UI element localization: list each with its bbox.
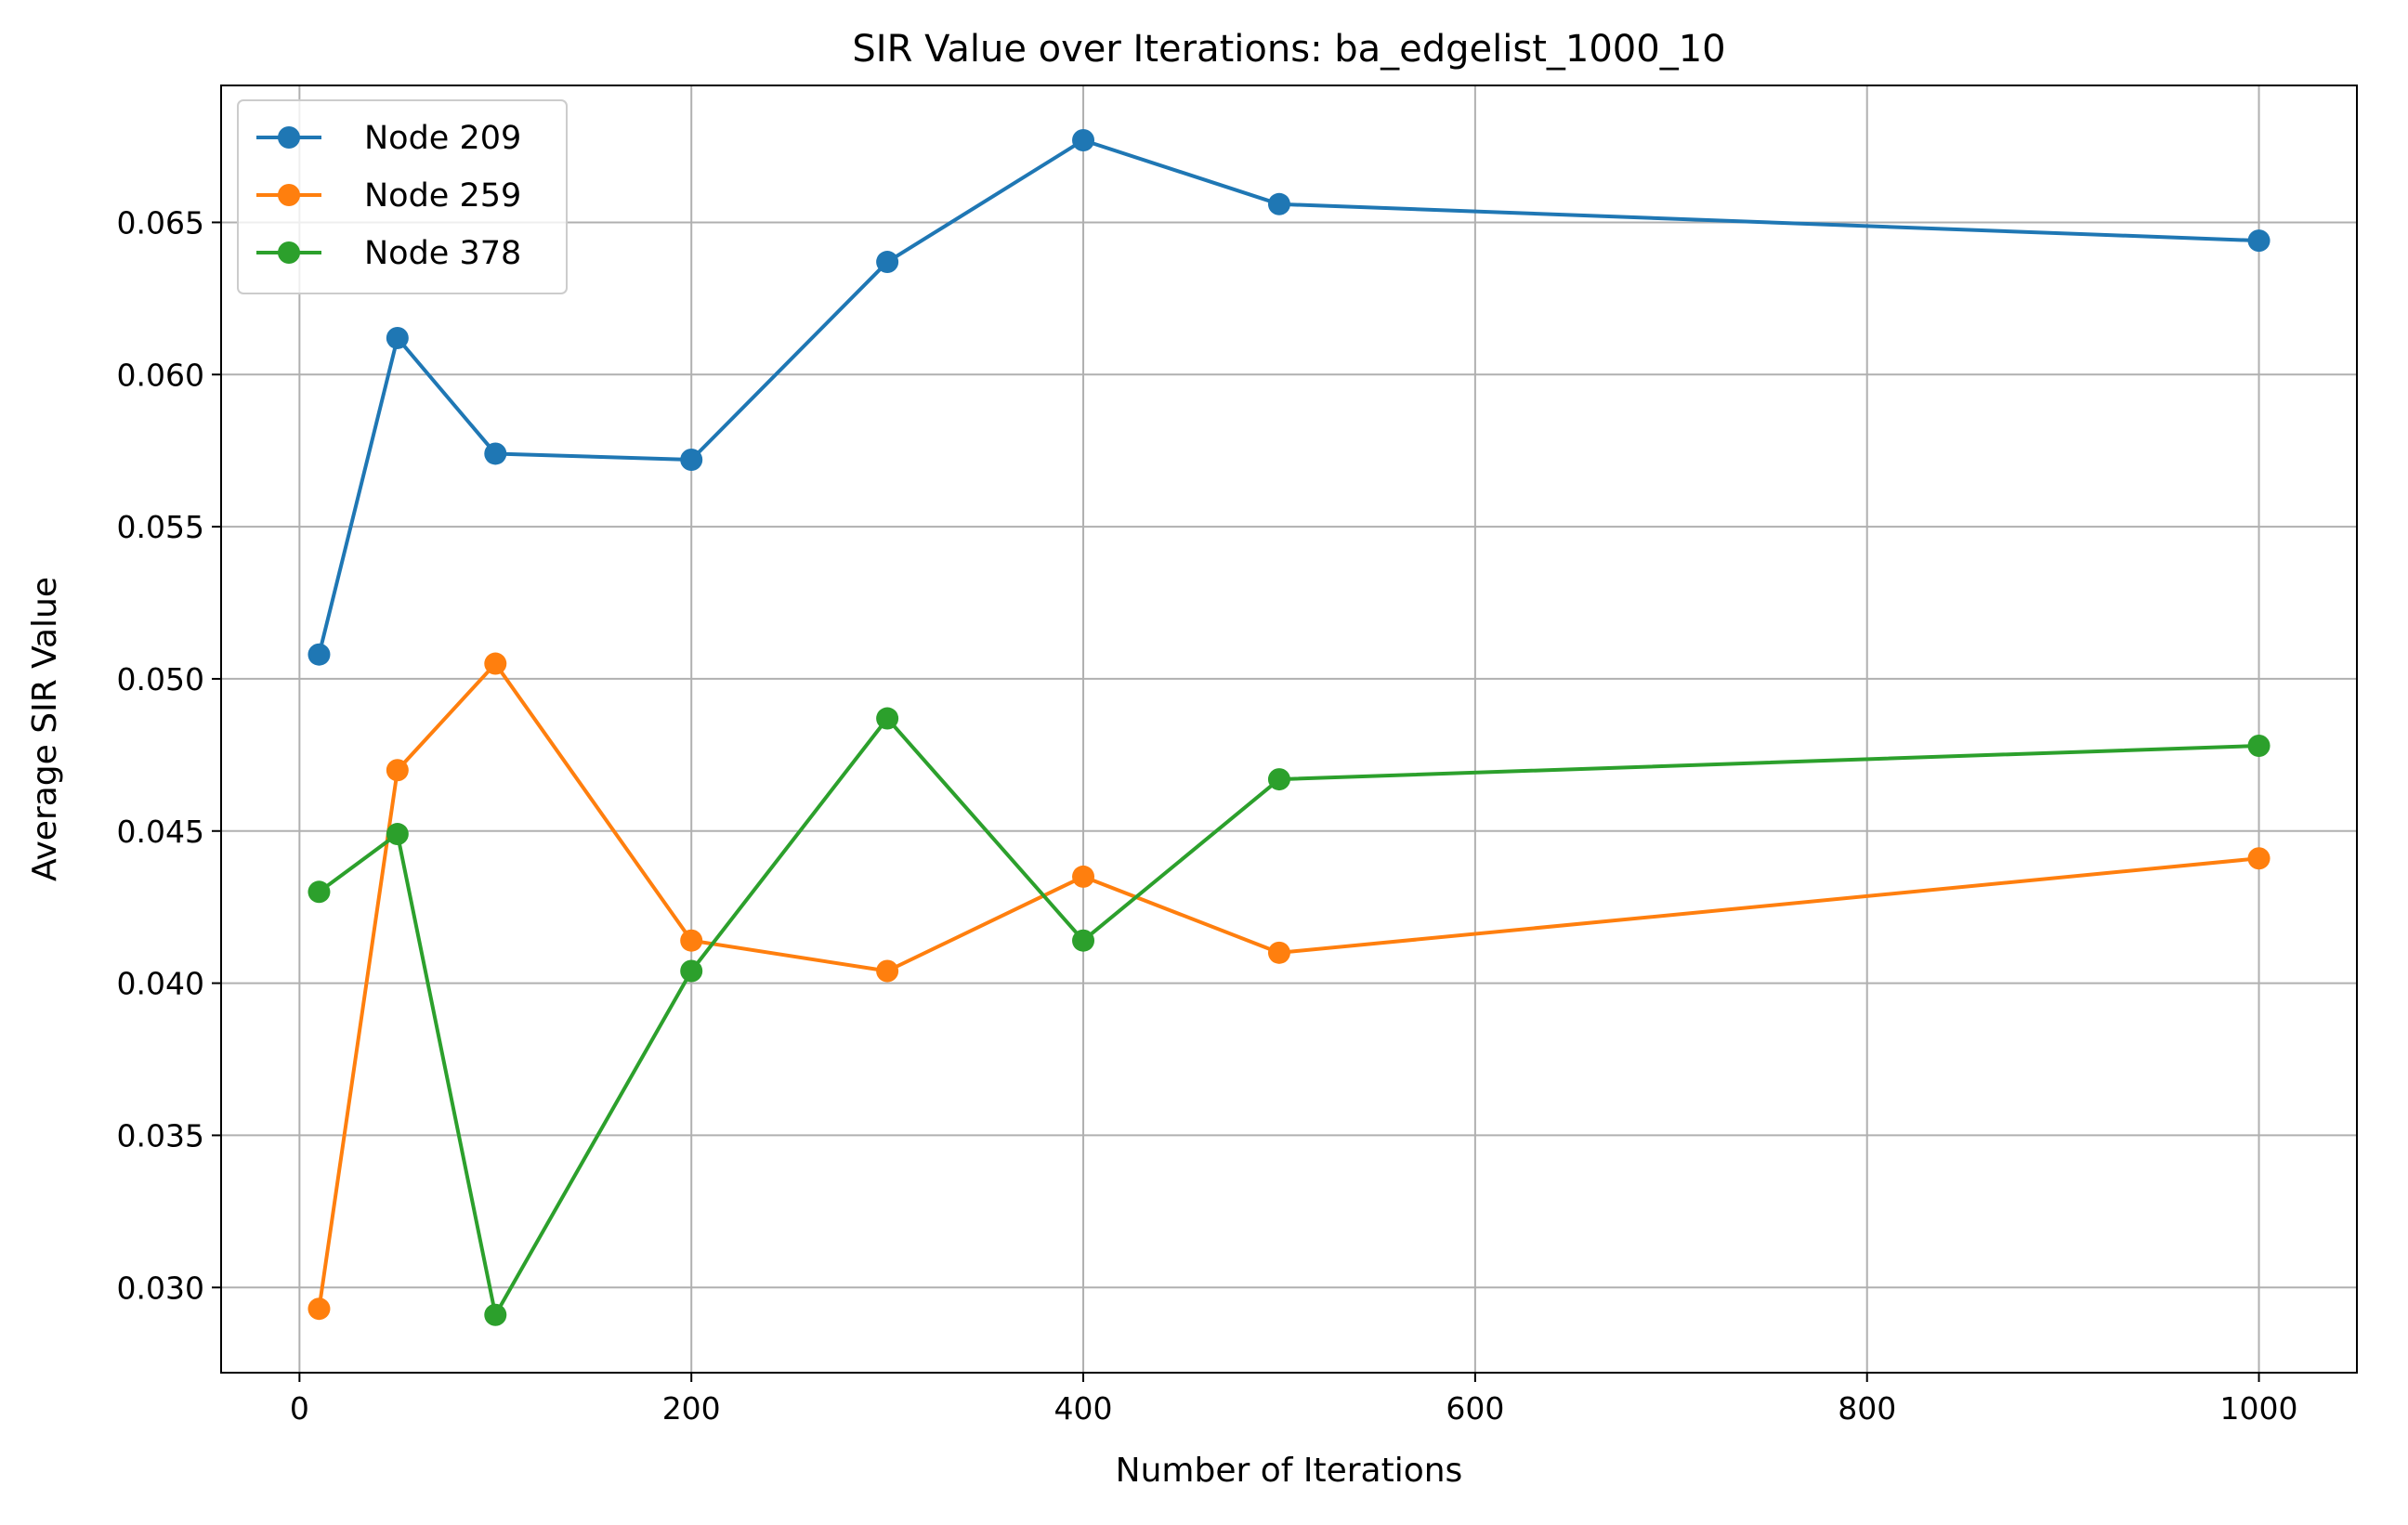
data-point	[2247, 847, 2271, 870]
data-point	[386, 823, 409, 846]
data-point	[680, 959, 703, 983]
x-tick-label: 800	[1838, 1390, 1896, 1427]
data-point	[2247, 229, 2271, 253]
data-point	[876, 707, 899, 730]
x-tick-label: 200	[662, 1390, 721, 1427]
chart-title: SIR Value over Iterations: ba_edgelist_1…	[852, 28, 1725, 71]
series-line	[318, 716, 2259, 1317]
legend-marker	[278, 241, 300, 264]
y-axis-label: Average SIR Value	[26, 577, 64, 881]
y-tick-label: 0.030	[117, 1270, 204, 1306]
data-point	[1267, 192, 1290, 215]
legend-item: Node 259	[256, 177, 521, 215]
data-point	[1072, 929, 1095, 952]
series-node-378	[308, 707, 2271, 1326]
y-tick-label: 0.035	[117, 1117, 204, 1154]
x-tick-label: 1000	[2220, 1390, 2298, 1427]
legend-box	[237, 99, 568, 294]
series-layer	[308, 128, 2271, 1326]
legend-marker	[278, 184, 300, 206]
data-point	[308, 1297, 331, 1321]
y-tick-label: 0.055	[117, 509, 204, 545]
axis-ticks: 0 200 400 600 800 1000 0.030 0.035 0.040 0.045 0.0…	[117, 204, 2298, 1427]
x-tick-label: 400	[1054, 1390, 1113, 1427]
legend-item: Node 378	[256, 235, 521, 272]
data-point	[386, 759, 409, 782]
x-tick-label: 0	[290, 1390, 309, 1427]
legend-label: Node 378	[364, 235, 521, 272]
y-tick-label: 0.040	[117, 966, 204, 1002]
y-tick-label: 0.045	[117, 814, 204, 850]
data-point	[680, 449, 703, 472]
data-point	[484, 442, 507, 465]
data-point	[1072, 865, 1095, 888]
plot-frame	[220, 85, 2358, 1374]
data-point	[1072, 128, 1095, 151]
y-tick-label: 0.050	[117, 661, 204, 697]
y-tick-label: 0.065	[117, 204, 204, 241]
legend: Node 209 Node 259 Node 378	[237, 99, 568, 294]
series-node-259	[308, 652, 2271, 1321]
data-point	[484, 1303, 507, 1326]
legend-marker	[278, 126, 300, 149]
data-point	[876, 959, 899, 983]
x-axis-label: Number of Iterations	[1116, 1452, 1463, 1490]
data-point	[876, 251, 899, 274]
data-point	[2247, 735, 2271, 758]
legend-label: Node 209	[364, 120, 521, 157]
grid	[221, 85, 2357, 1373]
data-point	[680, 929, 703, 952]
series-line	[317, 661, 2259, 1310]
data-point	[386, 326, 409, 349]
legend-item: Node 209	[256, 120, 521, 157]
legend-label: Node 259	[364, 177, 521, 215]
data-point	[1267, 941, 1290, 964]
data-point	[484, 652, 507, 675]
series-line	[317, 137, 2259, 656]
series-node-209	[308, 128, 2271, 666]
data-point	[308, 643, 331, 666]
y-tick-label: 0.060	[117, 357, 204, 393]
data-point	[1267, 768, 1290, 791]
x-tick-label: 600	[1446, 1390, 1504, 1427]
data-point	[308, 880, 331, 904]
